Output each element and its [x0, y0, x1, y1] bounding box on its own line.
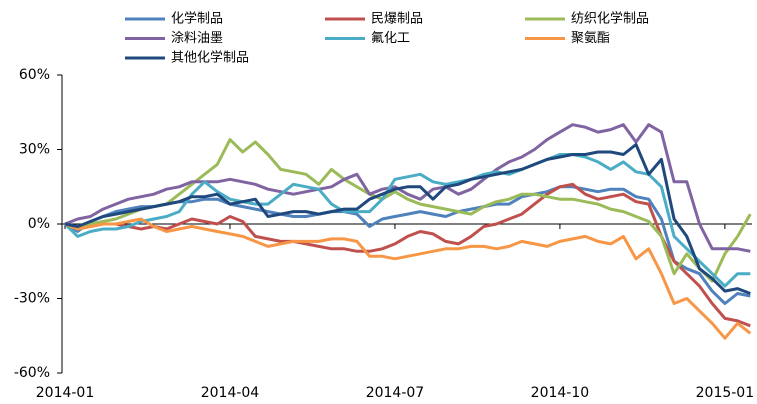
y-tick-label: -60%: [14, 365, 50, 381]
series-line: [64, 182, 751, 328]
y-tick-label: 30%: [19, 142, 50, 158]
series-line: [64, 217, 752, 340]
legend-label: 氟化工: [371, 31, 410, 46]
x-tick-label: 2014-10: [531, 385, 590, 401]
legend-label: 纺织化学制品: [571, 11, 649, 27]
legend-label: 化学制品: [171, 11, 223, 27]
y-tick-label: 60%: [19, 67, 50, 83]
x-tick-label: 2014-01: [36, 385, 95, 401]
y-tick-label: -30%: [14, 291, 50, 307]
legend-label: 其他化学制品: [171, 50, 249, 66]
series-line: [64, 123, 751, 253]
series-line: [64, 138, 752, 283]
x-tick-label: 2014-07: [366, 385, 425, 401]
series-line: [63, 153, 751, 288]
x-tick-label: 2015-01: [696, 385, 755, 401]
legend-label: 涂料油墨: [171, 30, 223, 46]
legend-label: 聚氨酯: [571, 31, 610, 46]
x-tick-label: 2014-04: [201, 385, 260, 401]
legend-label: 民爆制品: [371, 12, 423, 27]
y-tick-label: 0%: [28, 216, 50, 232]
series-line: [64, 143, 751, 295]
